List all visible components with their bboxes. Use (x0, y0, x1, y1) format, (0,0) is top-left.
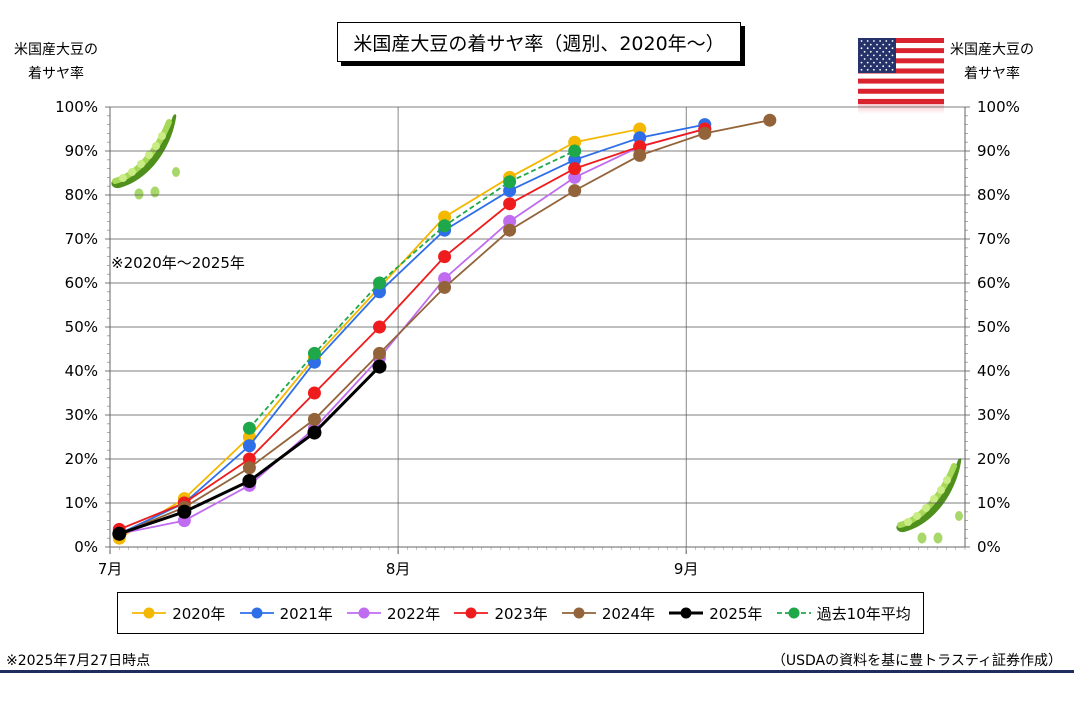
y-tick-label-right: 0% (977, 538, 1001, 556)
series-point (242, 439, 256, 453)
y-tick-label-right: 40% (977, 362, 1010, 380)
series-point (177, 504, 192, 519)
series-point (438, 280, 452, 294)
y-tick-label-right: 20% (977, 450, 1010, 468)
series-line (118, 128, 706, 531)
legend-swatch (561, 607, 596, 619)
series-point (503, 197, 517, 211)
series-point (763, 113, 777, 127)
legend-item: 2021年 (238, 603, 333, 624)
series-point (112, 526, 127, 541)
footer-date-note: ※2025年7月27日時点 (6, 653, 151, 669)
series-point (307, 412, 321, 426)
series-3 (112, 122, 712, 536)
x-tick-label: 7月 (98, 560, 123, 578)
series-line (118, 128, 640, 539)
y-tick-label-left: 10% (65, 494, 98, 512)
series-point (438, 219, 452, 233)
legend-swatch (239, 607, 274, 619)
left-axis-title: 米国産大豆の 着サヤ率 (14, 38, 98, 86)
left-axis-title-line1: 米国産大豆の (14, 42, 98, 58)
series-point (307, 425, 322, 440)
series-point (373, 346, 387, 360)
series-line (248, 150, 576, 429)
y-tick-label-right: 10% (977, 494, 1010, 512)
y-tick-label-left: 40% (65, 362, 98, 380)
range-note: ※2020年～2025年 (111, 254, 245, 272)
right-axis-title: 米国産大豆の 着サヤ率 (950, 38, 1034, 86)
series-0 (112, 122, 647, 545)
y-tick-label-right: 80% (977, 186, 1010, 204)
legend-label: 2021年 (279, 604, 333, 623)
series-point (373, 320, 387, 334)
series-point (373, 276, 387, 290)
series-point (372, 359, 387, 374)
series-point (503, 175, 517, 189)
legend-label: 2020年 (172, 604, 226, 623)
series-point (242, 461, 256, 475)
y-tick-label-left: 50% (65, 318, 98, 336)
legend-item: 過去10年平均 (775, 603, 911, 624)
x-tick-label: 8月 (386, 560, 411, 578)
legend-item: 2020年 (130, 603, 225, 624)
footer-divider (0, 670, 1074, 673)
footer-source-note: （USDAの資料を基に豊トラスティ証券作成） (771, 653, 1062, 669)
y-tick-label-right: 90% (977, 142, 1010, 160)
y-tick-label-left: 80% (65, 186, 98, 204)
right-axis-title-line2: 着サヤ率 (964, 66, 1020, 82)
series-point (438, 250, 452, 264)
right-axis-title-line1: 米国産大豆の (950, 42, 1034, 58)
series-point (633, 148, 647, 162)
legend-label: 2025年 (709, 604, 763, 623)
y-tick-label-left: 30% (65, 406, 98, 424)
series-point (242, 421, 256, 435)
chart-title: 米国産大豆の着サヤ率（週別、2020年～） (337, 22, 741, 62)
series-point (568, 144, 582, 158)
y-tick-label-left: 90% (65, 142, 98, 160)
chart-legend: 2020年 2021年 2022年 2023年 2024年 2025年 過去10年平均 (117, 592, 924, 634)
series-point (307, 346, 321, 360)
series-point (242, 474, 257, 488)
series-5 (112, 359, 387, 541)
series-point (698, 126, 712, 140)
series-point (568, 162, 582, 176)
y-tick-label-right: 70% (977, 230, 1010, 248)
left-axis-title-line2: 着サヤ率 (28, 66, 84, 82)
series-line (119, 128, 706, 535)
legend-item: 2022年 (345, 603, 440, 624)
chart-plot: 0% 0% 10% 10% 20% 20% 30% 30% 40% 40% 50% 50% 60% 60%… (55, 98, 1020, 578)
series-point (568, 184, 582, 198)
series-point (307, 386, 321, 400)
legend-swatch (454, 607, 489, 619)
legend-label: 2024年 (601, 604, 656, 623)
us-flag-icon (858, 38, 944, 114)
series-line (118, 123, 705, 535)
legend-swatch (669, 607, 704, 619)
y-tick-label-right: 100% (977, 98, 1020, 116)
series-6 (242, 144, 582, 435)
legend-swatch (776, 607, 811, 619)
y-tick-label-left: 20% (65, 450, 98, 468)
legend-label: 過去10年平均 (816, 604, 911, 623)
y-tick-label-left: 60% (65, 274, 98, 292)
y-tick-label-left: 0% (74, 538, 98, 556)
y-tick-label-left: 100% (55, 98, 98, 116)
y-tick-label-right: 60% (977, 274, 1010, 292)
series-1 (112, 118, 712, 541)
legend-item: 2023年 (452, 603, 548, 624)
y-tick-label-right: 50% (977, 318, 1010, 336)
legend-swatch (347, 607, 382, 619)
y-tick-label-right: 30% (977, 406, 1010, 424)
y-tick-label-left: 70% (65, 230, 98, 248)
series-4 (112, 113, 777, 541)
series-2 (112, 122, 712, 541)
series-point (503, 223, 517, 237)
legend-item: 2024年 (560, 603, 655, 624)
soybean-pod-icon (896, 458, 963, 544)
legend-label: 2022年 (387, 604, 441, 623)
legend-item: 2025年 (667, 603, 762, 624)
x-tick-label: 9月 (674, 560, 699, 578)
legend-label: 2023年 (494, 604, 548, 623)
legend-swatch (132, 607, 167, 619)
